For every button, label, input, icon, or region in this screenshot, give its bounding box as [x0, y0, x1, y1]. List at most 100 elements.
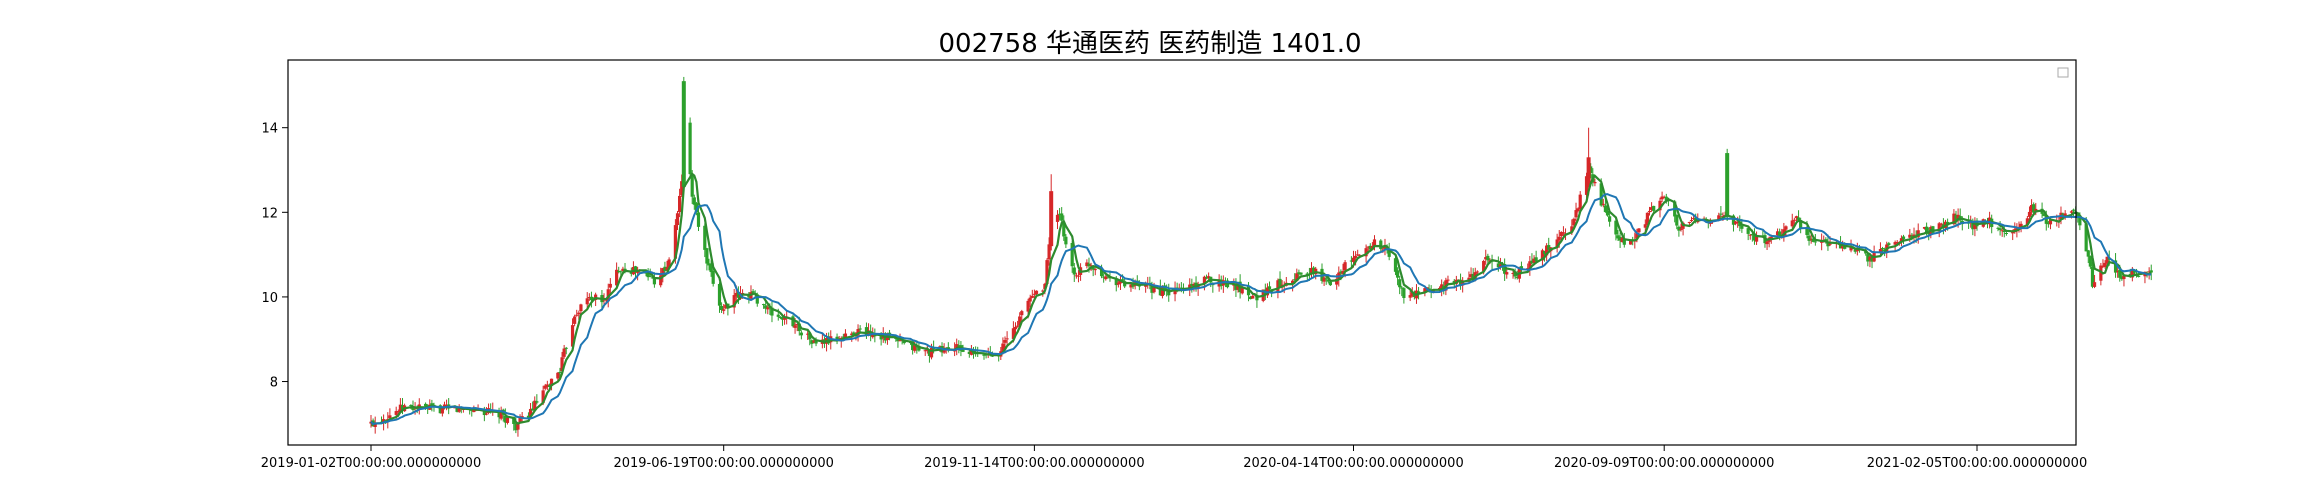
- candle-body: [533, 400, 537, 410]
- candle-body: [1547, 245, 1551, 250]
- candle-body: [652, 278, 657, 285]
- candle-body: [1339, 271, 1343, 274]
- chart-title: 002758 华通医药 医药制造 1401.0: [938, 29, 1361, 59]
- candle-body: [1515, 277, 1519, 279]
- candle-body: [717, 283, 722, 306]
- candle-body: [1811, 238, 1815, 242]
- candle-body: [1677, 226, 1681, 231]
- candle-body: [1341, 271, 1345, 275]
- candle-body: [1679, 228, 1683, 230]
- candle-body: [2029, 205, 2034, 212]
- candle-body: [1295, 273, 1299, 281]
- candle-body: [1570, 226, 1574, 233]
- candle-body: [955, 344, 959, 349]
- candle-body: [1349, 260, 1353, 262]
- candle-body: [2118, 269, 2122, 278]
- candle-body: [394, 411, 398, 415]
- candle-body: [2084, 223, 2088, 252]
- candle-body: [1091, 266, 1095, 270]
- candle-body: [879, 334, 883, 340]
- candle-body: [1532, 258, 1536, 263]
- candle-body: [673, 225, 678, 259]
- candle-body: [1312, 267, 1316, 274]
- candle-body: [1076, 275, 1081, 277]
- candle-body: [1469, 274, 1473, 277]
- candle-body: [585, 298, 589, 305]
- candle-body: [810, 340, 814, 344]
- candle-body: [957, 345, 961, 347]
- candle-body: [573, 316, 577, 324]
- candle-body: [2048, 219, 2053, 225]
- candle-body: [1440, 284, 1444, 290]
- candle-body: [2105, 256, 2109, 264]
- candle-body: [528, 408, 533, 417]
- candle-body: [2099, 265, 2103, 281]
- candle-body: [1696, 220, 1700, 223]
- candle-body: [1484, 257, 1488, 260]
- candle-body: [1049, 191, 1054, 247]
- candle-body: [1557, 236, 1561, 241]
- candle-body: [1708, 222, 1712, 224]
- legend-box: [2057, 67, 2069, 78]
- candle-body: [1658, 200, 1662, 211]
- candle-body: [1530, 260, 1534, 264]
- candle-body: [1528, 261, 1532, 270]
- candle-body: [1893, 242, 1897, 245]
- candle-body: [736, 291, 740, 298]
- candle-body: [776, 314, 780, 317]
- x-tick-label: 2020-09-09T00:00:00.000000000: [1554, 456, 1774, 471]
- candle-body: [1736, 221, 1740, 223]
- candle-body: [1916, 230, 1920, 238]
- candle-body: [1368, 245, 1372, 250]
- candle-body: [2130, 269, 2134, 278]
- candle-body: [1799, 220, 1803, 229]
- candle-body: [1868, 256, 1872, 260]
- candle-body: [615, 269, 619, 286]
- candle-body: [1807, 235, 1811, 241]
- candle-body: [1356, 254, 1360, 256]
- candle-body: [812, 340, 816, 343]
- candle-body: [2027, 211, 2032, 217]
- candle-body: [1752, 233, 1757, 241]
- candle-body: [497, 411, 501, 418]
- candle-body: [1207, 276, 1211, 279]
- candle-body: [1005, 338, 1009, 340]
- candle-body: [1030, 295, 1034, 298]
- candle-body: [648, 275, 652, 277]
- candle-body: [2086, 250, 2090, 257]
- candle-body: [400, 405, 405, 410]
- candle-body: [711, 270, 715, 284]
- candle-body: [545, 384, 549, 388]
- candle-body: [696, 212, 701, 227]
- candle-body: [1104, 276, 1108, 280]
- candle-body: [659, 275, 663, 286]
- candle-body: [579, 304, 583, 312]
- candle-body: [1204, 277, 1209, 279]
- candle-body: [1087, 263, 1091, 267]
- candle-body: [535, 401, 539, 403]
- candle-body: [1719, 213, 1723, 215]
- candle-body: [556, 372, 560, 379]
- candle-body: [661, 268, 665, 277]
- candle-body: [1645, 212, 1650, 225]
- candle-body: [864, 327, 869, 336]
- candle-body: [1603, 205, 1608, 213]
- candle-body: [1202, 276, 1207, 284]
- candle-body: [1309, 268, 1314, 274]
- candle-body: [1689, 220, 1694, 222]
- candle-body: [570, 325, 575, 347]
- candle-body: [2101, 265, 2105, 267]
- candle-body: [1973, 221, 1977, 229]
- candle-body: [633, 266, 638, 272]
- candle-body: [799, 332, 803, 336]
- candle-body: [1866, 254, 1870, 262]
- candle-body: [1324, 278, 1328, 280]
- candle-body: [1446, 279, 1450, 281]
- candle-body: [1561, 232, 1566, 234]
- candle-body: [1618, 236, 1622, 241]
- candle-body: [1853, 249, 1857, 252]
- candle-body: [2046, 222, 2050, 225]
- candle-body: [707, 263, 711, 266]
- candle-body: [2025, 218, 2029, 225]
- candle-body: [1072, 267, 1076, 275]
